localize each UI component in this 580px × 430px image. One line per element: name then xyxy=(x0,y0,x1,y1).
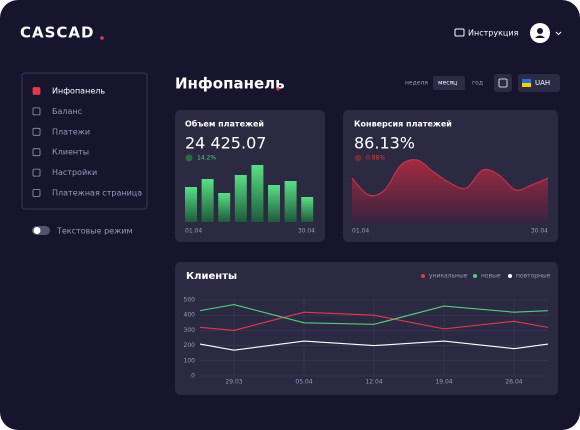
flag xyxy=(522,83,531,87)
menu-icon xyxy=(32,189,41,197)
x-tick-label: 29.03 xyxy=(225,379,242,386)
bar xyxy=(251,165,264,222)
line xyxy=(199,340,549,351)
avatar-icon xyxy=(535,35,545,38)
y-tick-label: 400 xyxy=(184,312,196,319)
x-tick-label: 19.04 xyxy=(435,379,452,386)
card xyxy=(175,262,558,395)
flag xyxy=(522,79,531,83)
date-label: 01.04 xyxy=(185,228,202,235)
menu-icon xyxy=(32,127,41,136)
calendar-icon xyxy=(498,78,508,88)
period[interactable]: неделя xyxy=(405,80,428,87)
icon xyxy=(454,28,465,37)
legend-label: повторные xyxy=(516,273,551,280)
currency-select[interactable] xyxy=(518,74,560,92)
date-label: 01.04 xyxy=(352,228,369,235)
bar xyxy=(218,193,231,222)
bar xyxy=(284,181,297,222)
bar xyxy=(301,197,314,222)
card-title: Объем платежей xyxy=(185,119,264,129)
card xyxy=(343,110,558,242)
change: 14.2% xyxy=(197,155,216,162)
date-label: 30.04 xyxy=(531,228,548,235)
amount: 24 425.07 xyxy=(185,134,266,153)
calendar-button[interactable] xyxy=(494,74,512,92)
menu-icon xyxy=(32,168,41,177)
y-tick-label: 300 xyxy=(184,327,196,334)
toggle-knob xyxy=(33,227,41,234)
legend-label: новые xyxy=(481,273,501,280)
logo-dot xyxy=(100,36,104,40)
bar xyxy=(234,175,247,222)
y-tick-label: 100 xyxy=(184,357,196,364)
avatar-icon xyxy=(537,28,543,34)
down-icon xyxy=(354,154,362,162)
bar xyxy=(268,185,280,222)
toggle-label: Текстовые режим xyxy=(56,227,133,236)
chart-title: Клиенты xyxy=(186,271,237,282)
legend-label: уникальные xyxy=(429,273,468,280)
date-label: 30.04 xyxy=(298,228,315,235)
menu-item[interactable]: Клиенты xyxy=(52,148,89,157)
line xyxy=(199,303,549,325)
legend-dot xyxy=(421,274,425,278)
y-tick-label: 200 xyxy=(184,342,196,349)
bar xyxy=(201,179,214,222)
x-tick-label: 26.04 xyxy=(505,379,522,386)
title-dot xyxy=(276,87,280,91)
card xyxy=(175,110,325,242)
menu-item[interactable]: Баланс xyxy=(52,107,82,116)
up-icon xyxy=(185,154,193,162)
period-selected xyxy=(433,76,465,90)
line xyxy=(199,311,549,331)
amount: 86.13% xyxy=(354,134,415,153)
x-tick-label: 05.04 xyxy=(295,379,312,386)
area-line xyxy=(351,158,549,197)
chevron xyxy=(555,31,562,36)
menu-icon xyxy=(32,148,41,157)
currency: UAH xyxy=(535,79,550,87)
instructions-link[interactable]: Инструкция xyxy=(468,29,519,38)
y-tick-label: 0 xyxy=(191,373,195,380)
menu-item[interactable]: Платежи xyxy=(52,127,90,136)
card-title: Конверсия платежей xyxy=(354,120,452,129)
sidebar xyxy=(21,72,148,210)
menu-item[interactable]: Настройки xyxy=(52,168,97,177)
logo: CASCAD xyxy=(20,24,95,42)
period[interactable]: месяц xyxy=(438,80,457,87)
x-tick-label: 12.04 xyxy=(365,379,382,386)
page-title: Инфопанель xyxy=(175,75,285,93)
menu-item[interactable]: Инфопанель xyxy=(52,87,105,96)
period[interactable]: год xyxy=(472,80,483,87)
legend-dot xyxy=(473,274,477,278)
menu-item[interactable]: Платежная страница xyxy=(52,189,142,198)
legend-dot xyxy=(508,274,512,278)
change: 0.88% xyxy=(366,155,385,162)
y-tick-label: 500 xyxy=(184,297,196,304)
menu-icon xyxy=(32,107,41,116)
bar xyxy=(185,187,197,222)
menu-icon xyxy=(32,87,41,95)
